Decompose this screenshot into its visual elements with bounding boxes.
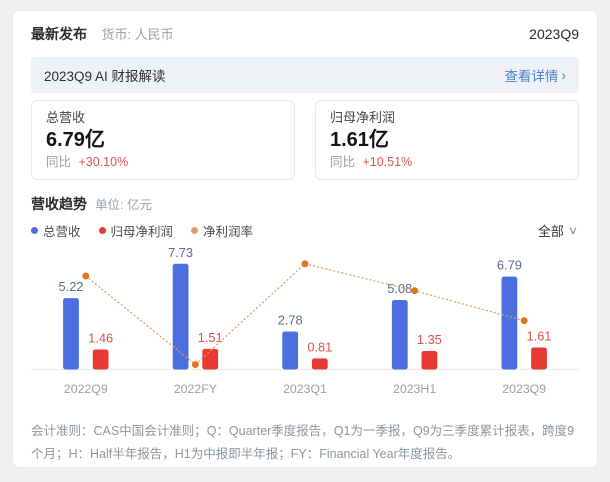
bar-value-label-total-revenue-2023Q1: 2.78 [278, 313, 303, 328]
net-margin-point-2022Q9[interactable] [82, 272, 90, 280]
report-period: 2023Q9 [529, 26, 579, 42]
ai-banner-title: 2023Q9 AI 财报解读 [44, 69, 166, 84]
bar-net-profit-2022Q9[interactable] [92, 349, 109, 370]
bar-value-label-net-profit-2023Q1: 0.81 [307, 339, 332, 354]
bar-total-revenue-2023Q1[interactable] [282, 331, 299, 370]
bar-net-profit-2023Q1[interactable] [311, 358, 328, 370]
net-margin-point-2023H1[interactable] [411, 287, 419, 295]
x-axis-label-2022FY: 2022FY [174, 382, 217, 396]
view-details-label: 查看详情 [504, 69, 559, 84]
currency-label: 货币: 人民币 [101, 27, 174, 42]
bar-value-label-total-revenue-2023Q9: 6.79 [497, 258, 522, 273]
ai-report-banner[interactable]: 2023Q9 AI 财报解读 查看详情 › [31, 57, 579, 93]
x-axis-label-2023H1: 2023H1 [393, 382, 436, 396]
view-details-link[interactable]: 查看详情 › [504, 65, 566, 85]
yoy-label: 同比 [46, 155, 72, 169]
chart-unit-label: 单位: 亿元 [95, 198, 152, 212]
net-margin-point-2023Q9[interactable] [520, 317, 528, 325]
range-filter-value: 全部 [537, 224, 564, 239]
chart-section-header: 营收趋势 单位: 亿元 [31, 194, 579, 214]
bar-total-revenue-2023H1[interactable] [391, 300, 408, 370]
stat-card-yoy: 同比 +10.51% [330, 154, 564, 171]
legend-label: 总营收 [43, 225, 81, 239]
stat-card-value: 1.61亿 [330, 129, 389, 151]
chart-section-title: 营收趋势 [31, 196, 87, 212]
topbar-left: 最新发布 货币: 人民币 [31, 24, 174, 44]
bar-value-label-total-revenue-2022Q9: 5.22 [59, 279, 84, 294]
yoy-label: 同比 [330, 155, 356, 169]
bar-net-profit-2023H1[interactable] [421, 351, 438, 370]
topbar: 最新发布 货币: 人民币 2023Q9 [31, 24, 579, 44]
net-margin-point-2022FY[interactable] [191, 361, 199, 369]
bar-total-revenue-2023Q9[interactable] [501, 276, 518, 370]
financial-report-panel: 最新发布 货币: 人民币 2023Q9 2023Q9 AI 财报解读 查看详情 … [12, 10, 598, 468]
accounting-standards-footnote: 会计准则：CAS中国会计准则；Q：Quarter季度报告，Q1为一季报，Q9为三… [31, 424, 575, 461]
bar-value-label-net-profit-2023H1: 1.35 [417, 332, 442, 347]
bar-total-revenue-2022FY[interactable] [172, 263, 189, 370]
legend-dot-icon [191, 227, 199, 234]
bar-net-profit-2022FY[interactable] [202, 348, 219, 370]
legend-label: 净利润率 [203, 225, 254, 239]
legend-label: 归母净利润 [110, 225, 174, 239]
bar-value-label-net-profit-2022FY: 1.51 [198, 330, 223, 345]
net-margin-point-2023Q1[interactable] [301, 260, 309, 268]
chevron-down-icon: ∨ [567, 225, 579, 237]
revenue-trend-chart: 5.22 1.46 2022Q9 7.73 1.51 2022FY 2.78 0.81 2023… [31, 245, 579, 396]
legend-item-total-revenue[interactable]: 总营收 [31, 221, 81, 240]
bar-value-label-total-revenue-2022FY: 7.73 [168, 245, 193, 260]
stat-card-yoy: 同比 +30.10% [46, 154, 280, 171]
legend-row: 总营收 归母净利润 净利润率 全部 ∨ [31, 221, 579, 240]
bar-net-profit-2023Q9[interactable] [531, 347, 547, 370]
range-filter-dropdown[interactable]: 全部 ∨ [538, 221, 579, 240]
stat-cards-row: 总营收 6.79亿 同比 +30.10% 归母净利润 1.61亿 同比 +10.… [31, 100, 579, 180]
bar-value-label-total-revenue-2023H1: 5.08 [387, 281, 412, 296]
page-title: 最新发布 [31, 26, 87, 42]
stat-card-label: 总营收 [46, 110, 86, 125]
chevron-right-icon: › [561, 67, 566, 83]
yoy-value: +10.51% [362, 155, 413, 169]
bar-total-revenue-2022Q9[interactable] [63, 298, 79, 370]
bar-value-label-net-profit-2023Q9: 1.61 [527, 329, 552, 344]
legend-item-net-margin[interactable]: 净利润率 [191, 221, 253, 240]
chart-legend: 总营收 归母净利润 净利润率 [31, 221, 253, 240]
net-margin-line [85, 263, 525, 366]
legend-dot-icon [98, 227, 106, 234]
stat-card-label: 归母净利润 [330, 110, 396, 125]
total-revenue-card: 总营收 6.79亿 同比 +30.10% [31, 100, 295, 180]
yoy-value: +30.10% [78, 155, 129, 169]
legend-item-net-profit[interactable]: 归母净利润 [98, 221, 174, 240]
legend-dot-icon [31, 227, 38, 234]
stat-card-value: 6.79亿 [46, 129, 105, 151]
x-axis-label-2022Q9: 2022Q9 [64, 382, 108, 396]
net-profit-card: 归母净利润 1.61亿 同比 +10.51% [315, 100, 579, 180]
x-axis-label-2023Q1: 2023Q1 [283, 382, 327, 396]
bar-value-label-net-profit-2022Q9: 1.46 [88, 331, 113, 346]
x-axis-label-2023Q9: 2023Q9 [502, 382, 546, 396]
